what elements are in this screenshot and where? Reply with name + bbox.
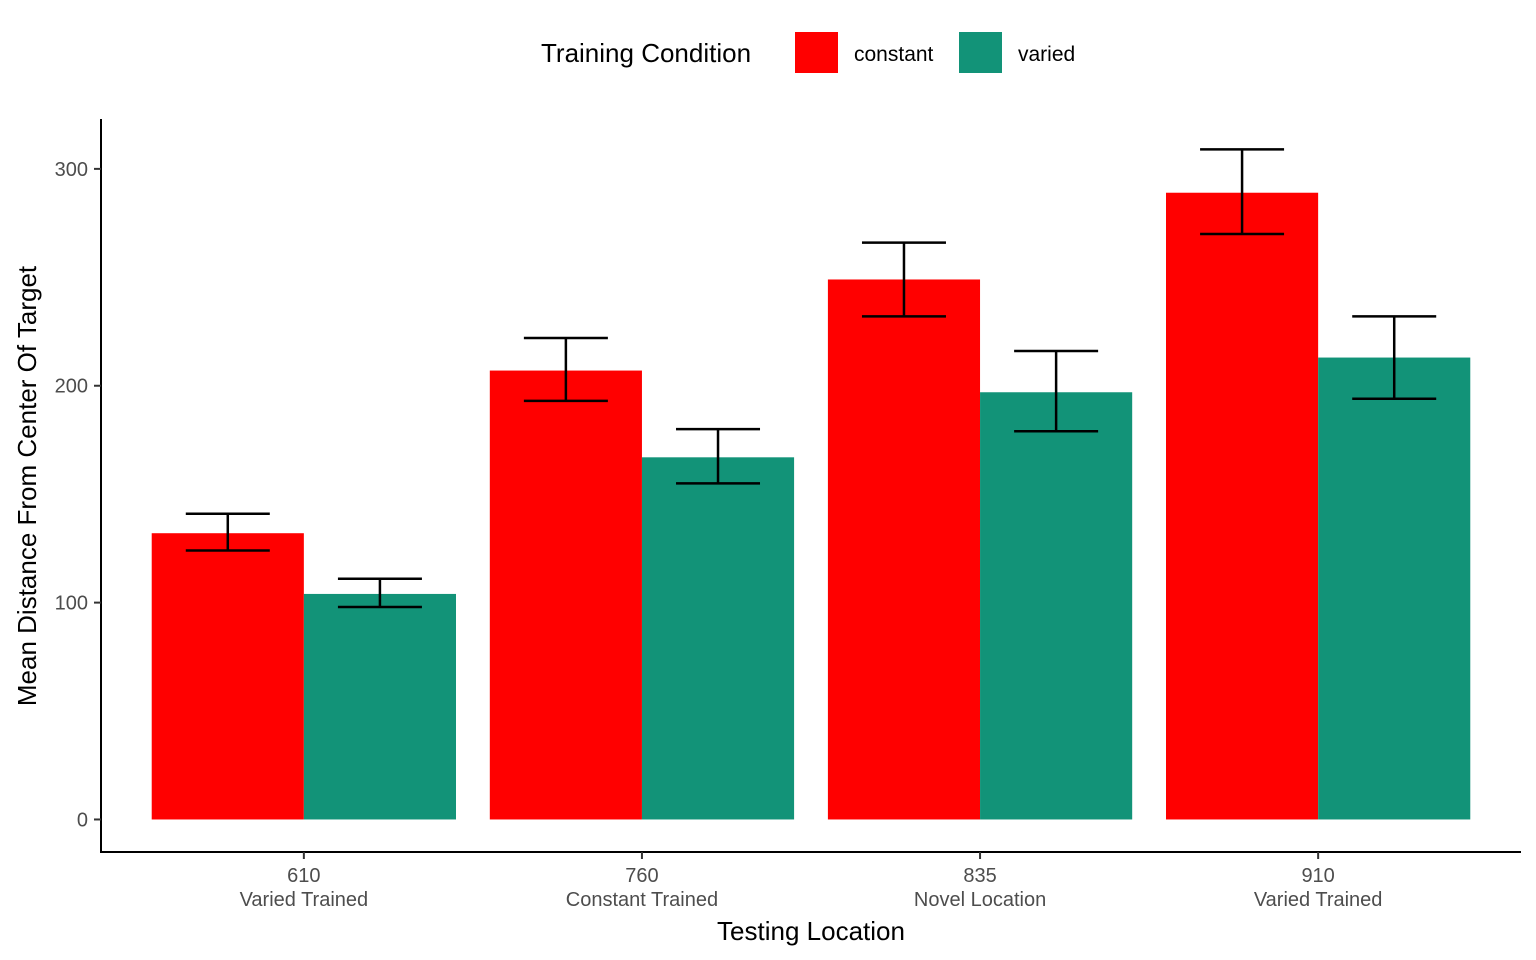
legend-label-constant: constant bbox=[854, 43, 934, 66]
bar-constant-610 bbox=[151, 533, 304, 820]
x-tick-label-760: 760 bbox=[625, 865, 658, 887]
y-ticks-layer: 0 100 200 300 bbox=[55, 159, 101, 831]
x-tick-sublabel-910: Varied Trained bbox=[1254, 889, 1383, 911]
x-axis-title: Testing Location bbox=[717, 916, 905, 946]
x-tick-sublabel-610: Varied Trained bbox=[240, 889, 369, 911]
x-tick-sublabel-835: Novel Location bbox=[914, 889, 1046, 911]
legend-label-varied: varied bbox=[1018, 43, 1075, 66]
y-tick-label-100: 100 bbox=[55, 593, 88, 615]
x-tick-label-610: 610 bbox=[287, 865, 320, 887]
x-tick-label-835: 835 bbox=[963, 865, 996, 887]
x-tick-sublabel-760: Constant Trained bbox=[566, 889, 718, 911]
legend-swatch-varied bbox=[959, 32, 1002, 73]
bar-varied-610 bbox=[303, 593, 456, 820]
bar-constant-760 bbox=[489, 370, 642, 820]
bars-layer bbox=[151, 192, 1471, 820]
x-tick-label-910: 910 bbox=[1301, 865, 1334, 887]
y-tick-label-200: 200 bbox=[55, 376, 88, 398]
bar-varied-910 bbox=[1318, 357, 1471, 820]
legend-title: Training Condition bbox=[541, 38, 751, 68]
y-tick-label-0: 0 bbox=[77, 809, 88, 831]
y-axis-title: Mean Distance From Center Of Target bbox=[12, 265, 42, 706]
bar-constant-910 bbox=[1166, 192, 1319, 820]
bar-varied-835 bbox=[980, 392, 1133, 820]
bar-constant-835 bbox=[827, 279, 981, 820]
legend: Training Condition constant varied bbox=[541, 32, 1075, 73]
legend-swatch-constant bbox=[795, 32, 838, 73]
y-tick-label-300: 300 bbox=[55, 159, 88, 181]
axes-layer bbox=[100, 119, 1521, 853]
bar-varied-760 bbox=[641, 457, 795, 820]
error-bars-layer bbox=[185, 148, 1437, 609]
